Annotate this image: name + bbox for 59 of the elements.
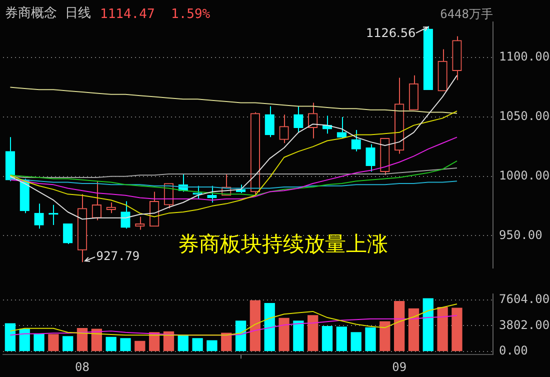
bar (336, 326, 348, 352)
candlestick (5, 136, 16, 182)
bar (76, 328, 88, 352)
bar (221, 332, 232, 352)
candlestick (207, 185, 217, 203)
bar (308, 315, 318, 352)
bar (192, 338, 203, 352)
bar (91, 328, 102, 352)
bar (235, 320, 246, 352)
candlestick (408, 74, 419, 110)
bar (250, 300, 261, 352)
bar (4, 323, 16, 352)
bar (322, 326, 333, 352)
candlestick (394, 77, 404, 154)
bar (106, 336, 116, 352)
candlestick (106, 202, 116, 214)
candlestick (452, 36, 462, 81)
candlestick (438, 48, 448, 92)
bar (293, 320, 304, 352)
x-tick-label: 08 (75, 360, 90, 374)
chart-title: 券商概念 (5, 6, 57, 22)
bar (408, 308, 420, 352)
bar (380, 321, 390, 352)
annotation: 927.79 (96, 249, 140, 264)
candlestick (77, 194, 88, 263)
y-tick-label: 7604.00 (499, 292, 550, 306)
bar (264, 303, 275, 352)
bar (365, 327, 376, 352)
y-tick-label: 0.00 (499, 343, 528, 358)
chart-subtitle: 日线 (65, 6, 91, 22)
y-tick-label: 950.00 (499, 228, 542, 242)
bar (422, 298, 434, 352)
candlestick (135, 216, 145, 230)
candlestick (336, 116, 347, 139)
bar (278, 318, 290, 352)
bar (120, 338, 131, 352)
text: 6448万手 (440, 6, 493, 22)
x-tick-label: 09 (392, 360, 407, 374)
bar (62, 336, 74, 352)
bar (178, 334, 188, 352)
annotation: 1.59% (171, 6, 210, 23)
candlestick (264, 106, 274, 138)
bar (437, 307, 448, 352)
bar (34, 333, 44, 352)
bar (206, 340, 218, 352)
y-tick-label: 3802.00 (499, 318, 550, 332)
candlestick (366, 144, 376, 172)
bar (394, 300, 405, 352)
bar (48, 334, 59, 352)
bar (452, 308, 462, 352)
y-tick-label: 1050.00 (499, 109, 550, 124)
annotation: 券商板块持续放量上涨 (178, 232, 388, 257)
bar (350, 332, 362, 352)
y-tick-label: 1100.00 (499, 50, 550, 64)
annotation: 1114.47 (100, 6, 155, 23)
annotation: 1126.56 (366, 25, 416, 41)
bar (134, 340, 146, 352)
bar (19, 328, 30, 352)
y-tick-label: 1000.00 (499, 168, 550, 182)
